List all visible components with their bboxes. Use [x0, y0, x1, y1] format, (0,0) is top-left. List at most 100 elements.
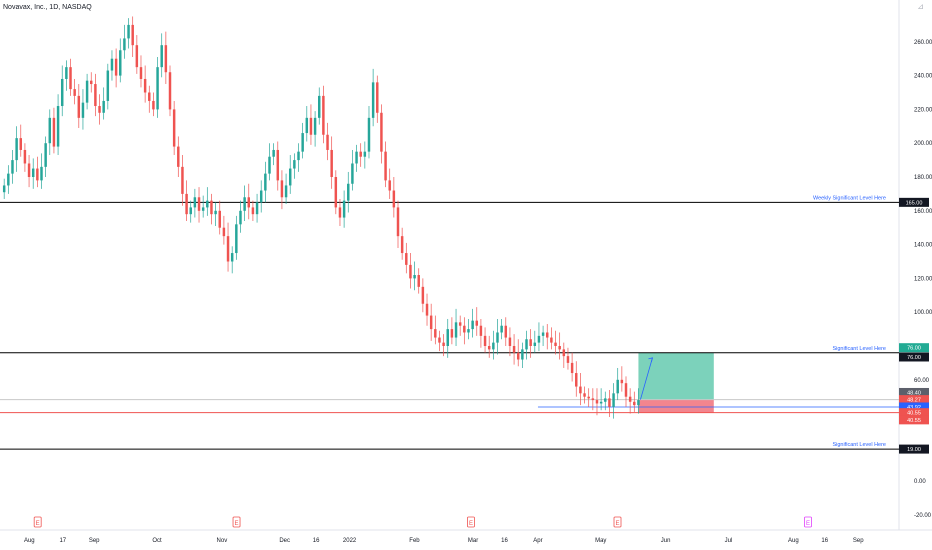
candle	[347, 183, 350, 201]
candle	[608, 398, 611, 407]
candle	[123, 38, 126, 51]
candle	[604, 398, 607, 402]
projection-arrow[interactable]	[640, 357, 653, 400]
candle	[326, 134, 329, 150]
x-tick-label: Oct	[152, 538, 162, 544]
price-tag	[899, 197, 929, 207]
x-tick-label: Dec	[279, 538, 290, 544]
candle	[143, 78, 147, 93]
candle	[367, 117, 371, 152]
price-tag	[899, 444, 929, 454]
y-tick-label: 0.00	[914, 479, 926, 485]
candle	[251, 207, 255, 215]
candle	[434, 329, 437, 338]
candle	[562, 349, 566, 357]
candle	[259, 190, 263, 203]
candle	[587, 396, 590, 399]
x-tick-label: 16	[501, 538, 508, 544]
y-tick-label: 200.00	[914, 141, 932, 147]
target-zone[interactable]	[638, 352, 714, 400]
candle	[301, 133, 304, 152]
level-note: Significant Level Here	[832, 346, 886, 352]
earnings-event-icon[interactable]	[613, 516, 622, 528]
candle	[380, 112, 383, 152]
candle	[359, 151, 362, 157]
candle	[579, 386, 582, 394]
candle	[471, 320, 474, 330]
candle	[322, 95, 325, 135]
price-tag-label: 19.00	[907, 447, 921, 453]
candle	[185, 193, 188, 215]
candle	[102, 100, 105, 113]
candle	[288, 168, 292, 186]
candle	[226, 236, 230, 262]
candle	[612, 393, 615, 407]
candle	[148, 92, 151, 101]
candle	[508, 337, 512, 346]
stop-zone[interactable]	[638, 399, 714, 413]
candle	[483, 335, 487, 346]
candle	[458, 322, 462, 326]
candle	[475, 320, 479, 326]
candle	[214, 210, 217, 215]
candle	[230, 253, 234, 262]
candle	[85, 80, 89, 103]
candle	[492, 342, 495, 350]
candle	[541, 332, 545, 336]
candle	[558, 346, 561, 350]
candle	[81, 102, 85, 118]
candle	[218, 210, 221, 228]
candle	[599, 401, 603, 404]
candle	[525, 339, 528, 350]
candle	[450, 329, 454, 338]
candle	[164, 45, 168, 73]
candle	[496, 332, 499, 343]
candle	[27, 163, 31, 177]
candle	[247, 197, 251, 208]
candle	[210, 200, 213, 215]
candle	[575, 373, 578, 387]
candle	[309, 117, 313, 135]
candle	[7, 173, 10, 186]
price-tag	[899, 395, 929, 405]
candle	[533, 342, 537, 346]
candle	[438, 337, 441, 343]
candle	[110, 58, 114, 71]
price-tag	[899, 343, 929, 353]
earnings-event-label: E	[469, 521, 473, 527]
candle	[36, 168, 39, 181]
candle	[255, 202, 259, 215]
earnings-event-icon[interactable]	[804, 516, 812, 528]
earnings-event-icon[interactable]	[467, 516, 475, 528]
candle	[193, 197, 197, 208]
candle	[400, 236, 404, 254]
candle	[421, 286, 425, 304]
candle	[106, 70, 110, 101]
candle	[48, 117, 52, 144]
candle	[550, 337, 553, 343]
x-tick-label: 2022	[343, 538, 357, 544]
price-tag	[899, 415, 929, 425]
candle	[521, 349, 524, 360]
candle	[131, 24, 134, 46]
candle	[371, 82, 375, 118]
candle	[40, 166, 43, 181]
candle	[11, 160, 14, 174]
candle	[467, 329, 470, 333]
candle	[628, 396, 632, 402]
candle	[222, 227, 226, 237]
candle	[384, 151, 387, 181]
x-tick-label: Sep	[853, 538, 864, 544]
candle	[318, 95, 321, 118]
candle	[268, 156, 271, 174]
candle	[172, 109, 176, 147]
earnings-event-icon[interactable]	[232, 516, 241, 528]
price-tag-label: 40.55	[907, 418, 921, 424]
candle	[512, 346, 516, 353]
price-tag-label: 48.27	[907, 398, 921, 404]
candle	[446, 329, 449, 346]
candle	[181, 166, 184, 194]
earnings-event-icon[interactable]	[33, 516, 42, 528]
candle	[500, 325, 503, 333]
